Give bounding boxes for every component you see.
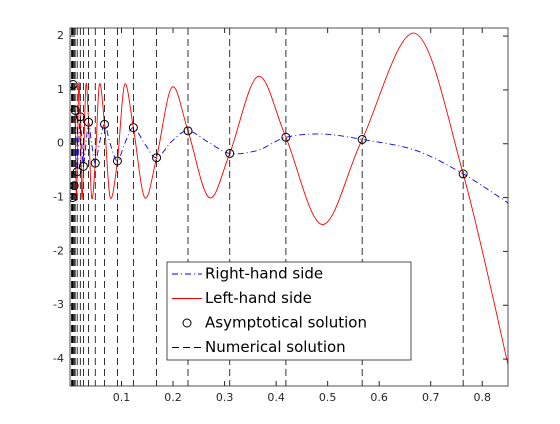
x-tick-label: 0.4	[267, 391, 285, 404]
legend-label: Asymptotical solution	[205, 314, 367, 332]
y-tick-label: 1	[57, 83, 64, 96]
legend-box	[166, 261, 412, 361]
x-tick-label: 0.3	[216, 391, 234, 404]
series-line	[74, 110, 508, 204]
axes-layer: 0.1 0.2 0.3 0.4 0.5 0.6 0.7 0.8 -4 -3 -2 -1 0 1 2	[53, 28, 508, 404]
legend-label: Left-hand side	[205, 289, 312, 307]
x-tick-label: 0.5	[319, 391, 337, 404]
x-tick-label: 0.6	[370, 391, 388, 404]
axes-box	[69, 27, 509, 387]
legend-swatch	[182, 318, 192, 328]
x-tick-label: 0.2	[164, 391, 182, 404]
x-tick-label: 0.8	[473, 391, 491, 404]
solution-marker	[183, 126, 193, 136]
x-tick-label: 0.1	[113, 391, 131, 404]
y-tick-label: -4	[53, 352, 64, 365]
legend-label: Numerical solution	[205, 338, 346, 356]
y-tick-label: 2	[57, 29, 64, 42]
y-tick-label: -3	[53, 298, 64, 311]
y-tick-label: -1	[53, 191, 64, 204]
x-tick-label: 0.7	[422, 391, 440, 404]
y-tick-label: 0	[57, 137, 64, 150]
legend-label: Right-hand side	[205, 265, 323, 283]
series-line	[74, 32, 508, 365]
solution-marker	[90, 158, 100, 168]
legend: Right-hand side Left-hand side Asymptotica…	[166, 261, 412, 361]
y-tick-label: -2	[53, 244, 64, 257]
